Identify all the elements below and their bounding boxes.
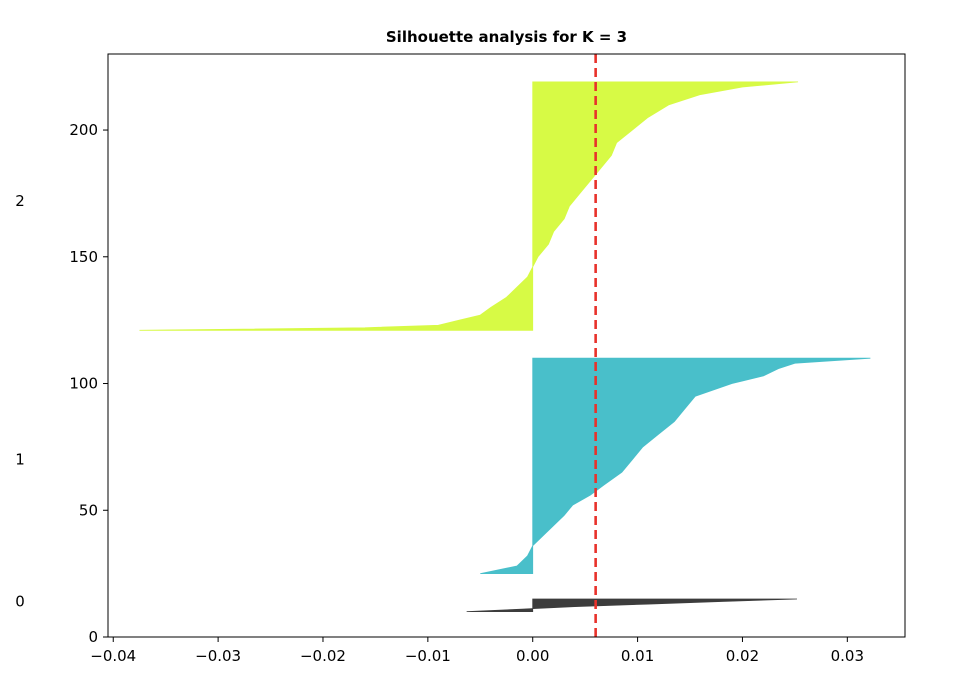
cluster-2-label: 2 [15, 192, 25, 210]
x-tick-label: 0.01 [621, 647, 654, 665]
cluster-1-silhouette [480, 357, 871, 575]
x-tick-label: 0.03 [831, 647, 864, 665]
chart-title: Silhouette analysis for K = 3 [386, 28, 627, 46]
x-tick-label: −0.04 [90, 647, 136, 665]
x-tick-label: −0.02 [300, 647, 346, 665]
plot-area [139, 54, 871, 637]
x-tick-label: 0.02 [726, 647, 759, 665]
x-tick-label: −0.03 [195, 647, 241, 665]
cluster-0-label: 0 [15, 593, 25, 611]
x-tick-label: 0.00 [516, 647, 549, 665]
axes-frame [107, 53, 906, 638]
cluster-1-label: 1 [15, 451, 25, 469]
y-tick-label: 50 [79, 501, 98, 519]
axes: 0 1 2 −0.04 −0.03 −0.02 −0.01 0.00 0.01 0.02 0.03 0… [15, 53, 906, 665]
y-tick-label: 100 [69, 375, 98, 393]
x-tick-label: −0.01 [405, 647, 451, 665]
y-tick-label: 150 [69, 248, 98, 266]
cluster-2-silhouette [139, 81, 799, 331]
y-tick-label: 200 [69, 121, 98, 139]
cluster-0-silhouette [466, 598, 797, 613]
y-tick-label: 0 [88, 628, 98, 646]
